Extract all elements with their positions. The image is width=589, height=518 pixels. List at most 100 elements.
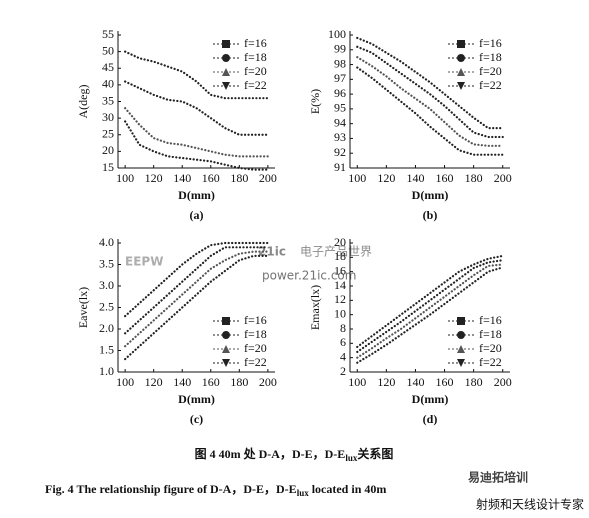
legend-marker — [222, 68, 230, 76]
watermark: 电子产品世界 — [300, 245, 372, 259]
caption-cn: 图 4 40m 处 D-A，D-E，D-Elux关系图 — [195, 446, 394, 463]
x-tick-label: 140 — [406, 375, 424, 389]
series-line — [124, 120, 269, 171]
legend-label: f=18 — [479, 327, 502, 341]
x-tick-label: 160 — [202, 171, 220, 185]
y-tick-label: 40 — [102, 77, 114, 91]
series-line — [124, 50, 269, 100]
y-tick-label: 3.0 — [99, 278, 114, 292]
legend-label: f=20 — [479, 341, 502, 355]
series-line — [356, 45, 504, 139]
x-tick-label: 100 — [116, 375, 134, 389]
y-tick-label: 45 — [102, 60, 114, 74]
legend-marker — [222, 331, 230, 339]
caption-sub: lux — [345, 453, 358, 463]
series-line — [356, 66, 504, 156]
caption-text: 关系图 — [357, 446, 393, 461]
y-tick-label: 4.0 — [99, 235, 114, 249]
caption-text: Fig. 4 The relationship figure of D-A，D-… — [45, 482, 297, 496]
y-tick-label: 30 — [102, 110, 114, 124]
y-tick-label: 98 — [334, 56, 346, 70]
watermark: EEPW — [125, 255, 163, 269]
y-tick-label: 97 — [334, 71, 346, 85]
y-tick-label: 8 — [340, 321, 346, 335]
y-axis-label: Emax(lx) — [308, 285, 322, 330]
y-tick-label: 3.5 — [99, 256, 114, 270]
panel-label: (d) — [423, 412, 438, 426]
y-tick-label: 16 — [334, 263, 346, 277]
caption-text: located in 40m — [309, 482, 387, 496]
x-tick-label: 120 — [377, 171, 395, 185]
y-tick-label: 2.0 — [99, 321, 114, 335]
legend-label: f=20 — [244, 64, 267, 78]
legend-marker — [457, 317, 465, 325]
y-tick-label: 50 — [102, 43, 114, 57]
legend-marker — [457, 68, 465, 76]
legend-marker — [457, 331, 465, 339]
legend-label: f=16 — [244, 36, 267, 50]
series-line — [124, 107, 269, 158]
y-tick-label: 12 — [334, 292, 346, 306]
legend-label: f=18 — [244, 50, 267, 64]
panel-label: (b) — [423, 208, 438, 222]
legend-marker — [457, 82, 465, 90]
x-tick-label: 200 — [494, 375, 512, 389]
panel-label: (a) — [190, 208, 204, 222]
x-tick-label: 180 — [230, 171, 248, 185]
x-tick-label: 120 — [377, 375, 395, 389]
legend-label: f=20 — [244, 341, 267, 355]
x-tick-label: 120 — [145, 375, 163, 389]
x-tick-label: 160 — [202, 375, 220, 389]
y-axis-label: A(deg) — [76, 85, 90, 119]
y-tick-label: 20 — [334, 235, 346, 249]
x-tick-label: 100 — [116, 171, 134, 185]
caption-en: Fig. 4 The relationship figure of D-A，D-… — [45, 482, 386, 498]
y-tick-label: 91 — [334, 160, 346, 174]
y-tick-label: 35 — [102, 93, 114, 107]
legend-marker — [457, 359, 465, 367]
series-line — [124, 246, 269, 335]
y-tick-label: 2.5 — [99, 299, 114, 313]
y-tick-label: 99 — [334, 42, 346, 56]
legend-marker — [222, 54, 230, 62]
caption-sub: lux — [297, 488, 310, 498]
watermark: 易迪拓培训 — [468, 470, 528, 485]
legend-label: f=18 — [244, 327, 267, 341]
watermark: power.21ic.com — [262, 269, 356, 283]
x-tick-label: 100 — [348, 375, 366, 389]
x-tick-label: 160 — [436, 171, 454, 185]
y-tick-label: 96 — [334, 86, 346, 100]
series-line — [356, 266, 504, 364]
y-tick-label: 93 — [334, 130, 346, 144]
x-tick-label: 140 — [173, 171, 191, 185]
x-tick-label: 180 — [465, 375, 483, 389]
legend-label: f=22 — [244, 355, 267, 369]
x-tick-label: 180 — [230, 375, 248, 389]
series-line — [124, 241, 269, 318]
y-tick-label: 20 — [102, 143, 114, 157]
series-line — [124, 254, 269, 361]
legend-marker — [457, 345, 465, 353]
y-tick-label: 10 — [334, 306, 346, 320]
y-tick-label: 14 — [334, 278, 346, 292]
legend-marker — [222, 40, 230, 48]
x-tick-label: 100 — [348, 171, 366, 185]
x-tick-label: 200 — [494, 171, 512, 185]
y-tick-label: 6 — [340, 335, 346, 349]
x-tick-label: 180 — [465, 171, 483, 185]
y-tick-label: 95 — [334, 101, 346, 115]
series-line — [356, 56, 504, 147]
legend-label: f=16 — [244, 313, 267, 327]
legend-label: f=16 — [479, 36, 502, 50]
x-tick-label: 200 — [259, 171, 277, 185]
legend-label: f=16 — [479, 313, 502, 327]
watermark: 射频和天线设计专家 — [476, 497, 584, 512]
y-tick-label: 55 — [102, 27, 114, 41]
x-axis-label: D(mm) — [178, 188, 215, 202]
caption-text: 图 4 40m 处 D-A，D-E，D-E — [195, 446, 346, 461]
legend-label: f=22 — [479, 78, 502, 92]
y-tick-label: 25 — [102, 127, 114, 141]
legend-label: f=22 — [479, 355, 502, 369]
series-line — [124, 250, 269, 348]
